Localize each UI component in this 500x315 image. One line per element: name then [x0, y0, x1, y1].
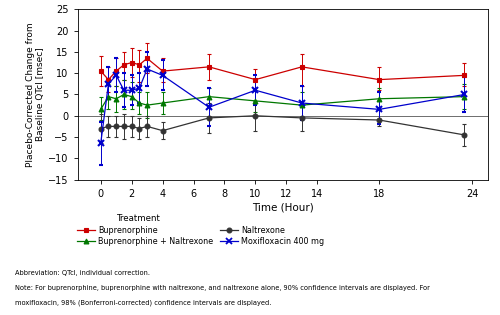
Legend: Buprenorphine, Buprenorphine + Naltrexone, Naltrexone, Moxifloxacin 400 mg: Buprenorphine, Buprenorphine + Naltrexon…: [78, 214, 324, 246]
Text: Note: For buprenorphine, buprenorphine with naltrexone, and naltrexone alone, 90: Note: For buprenorphine, buprenorphine w…: [15, 285, 430, 291]
Y-axis label: Placebo-Corrected Change from
Baseline QTcI [msec]: Placebo-Corrected Change from Baseline Q…: [26, 22, 45, 167]
Text: Abbreviation: QTcI, individual correction.: Abbreviation: QTcI, individual correctio…: [15, 270, 150, 276]
X-axis label: Time (Hour): Time (Hour): [252, 203, 314, 213]
Text: moxifloxacin, 98% (Bonferroni-corrected) confidence intervals are displayed.: moxifloxacin, 98% (Bonferroni-corrected)…: [15, 299, 272, 306]
